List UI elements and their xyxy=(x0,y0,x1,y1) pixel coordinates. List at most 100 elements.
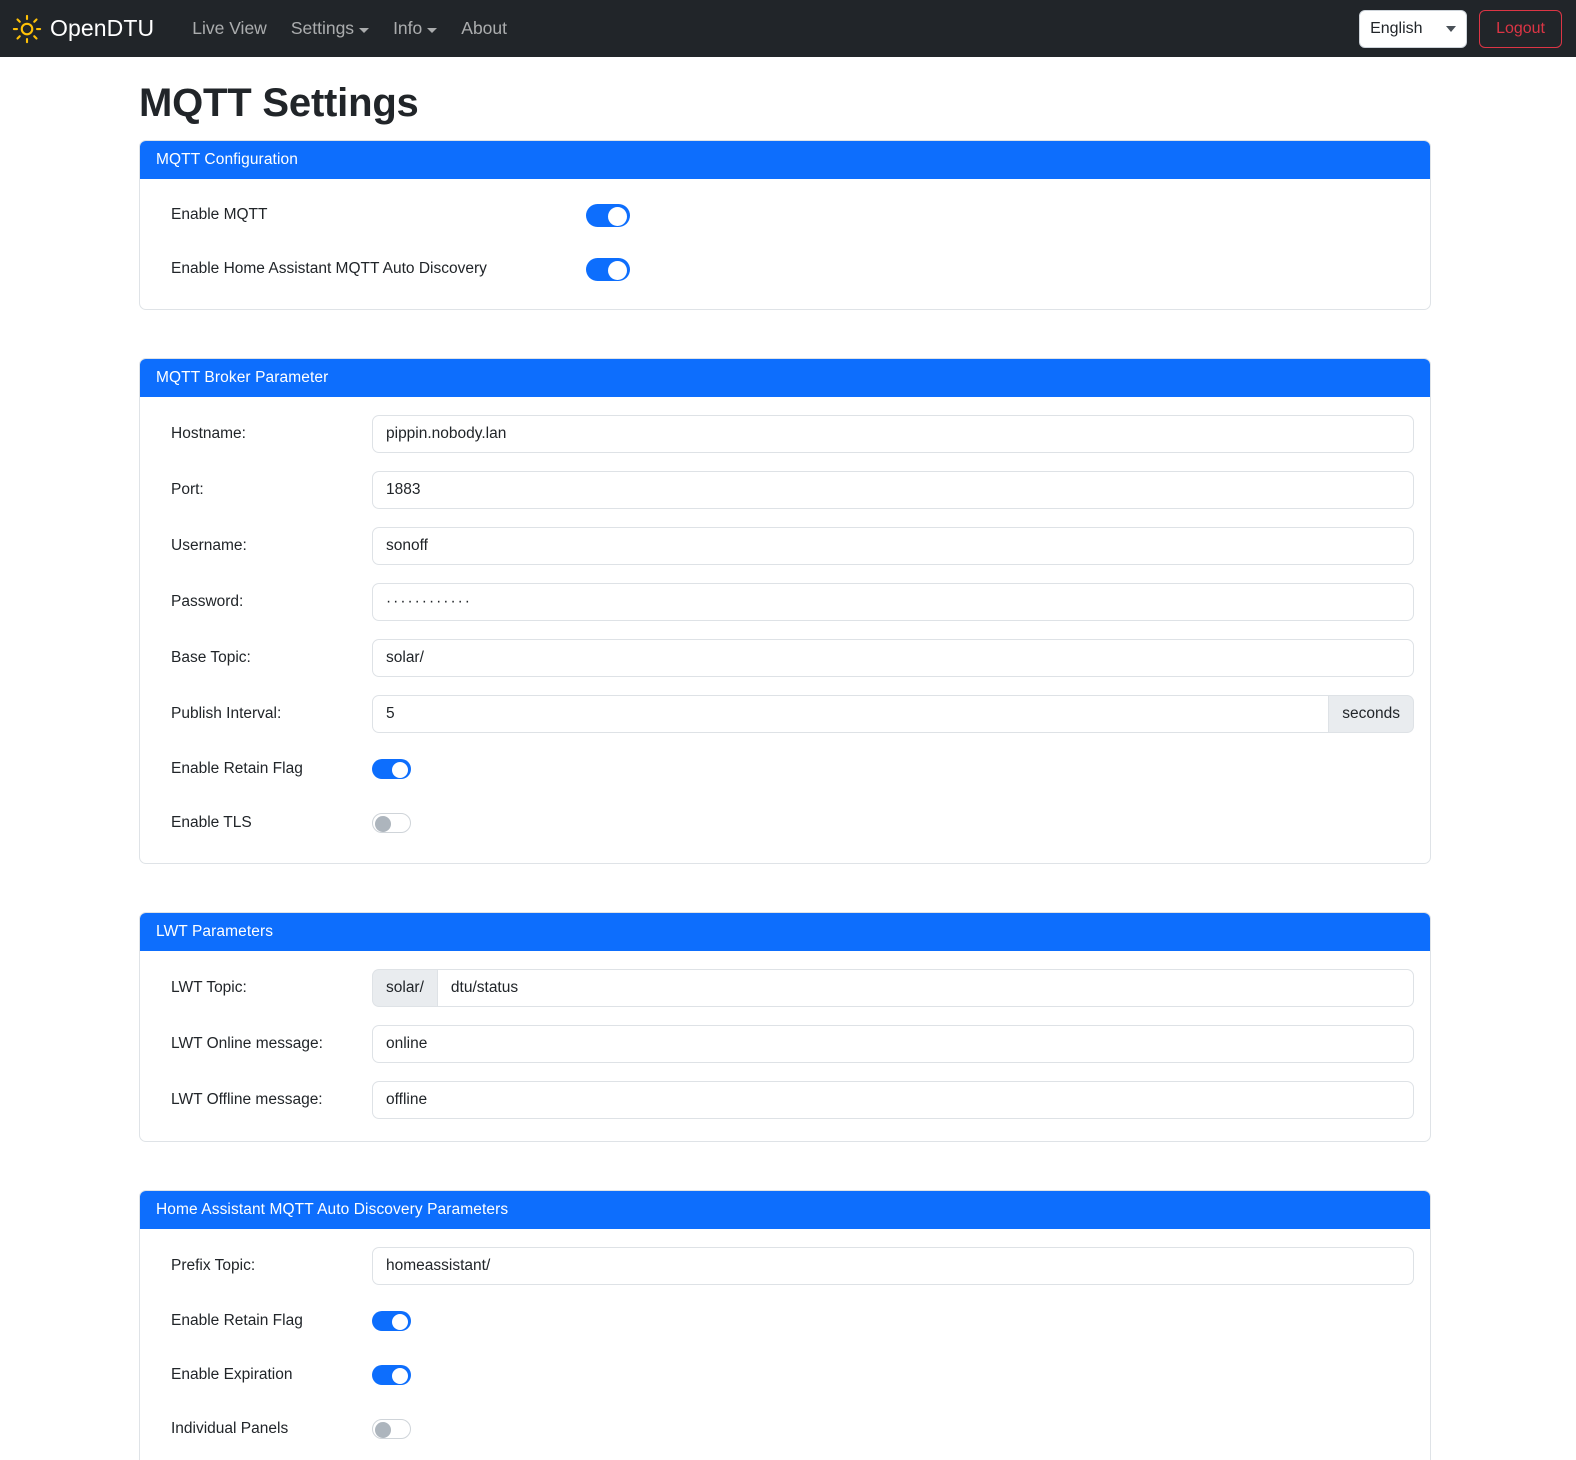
toggle-enable-tls[interactable] xyxy=(372,813,411,833)
toggle-individual-panels[interactable] xyxy=(372,1419,411,1439)
row-enable-ha-discovery: Enable Home Assistant MQTT Auto Discover… xyxy=(156,251,1414,287)
label-individual-panels: Individual Panels xyxy=(171,1420,289,1437)
label-password: Password: xyxy=(171,593,244,610)
label-username: Username: xyxy=(171,537,247,554)
row-enable-retain-flag-broker: Enable Retain Flag xyxy=(156,751,1414,787)
label-publish-interval: Publish Interval: xyxy=(171,705,282,722)
chevron-down-icon xyxy=(359,27,370,33)
row-enable-expiration: Enable Expiration xyxy=(156,1357,1414,1393)
toggle-enable-retain-flag-broker[interactable] xyxy=(372,759,411,779)
card-mqtt-configuration: MQTT Configuration Enable MQTT Enable Ho… xyxy=(139,140,1431,310)
toggle-knob xyxy=(375,1422,391,1438)
field-prefix-topic xyxy=(372,1247,1414,1285)
toggle-enable-retain-flag-ha[interactable] xyxy=(372,1311,411,1331)
label-port: Port: xyxy=(171,481,204,498)
card-header-lwt-parameters: LWT Parameters xyxy=(140,913,1430,951)
field-lwt-online-message xyxy=(372,1025,1414,1063)
nav-item-about-label: About xyxy=(461,18,507,38)
card-header-homeassistant-parameters: Home Assistant MQTT Auto Discovery Param… xyxy=(140,1191,1430,1229)
card-body-homeassistant-parameters: Prefix Topic: Enable Retain Flag Enable … xyxy=(140,1229,1430,1460)
page-title: MQTT Settings xyxy=(139,81,419,125)
row-lwt-offline-message: LWT Offline message: xyxy=(156,1081,1414,1119)
card-mqtt-broker-parameter: MQTT Broker Parameter Hostname: Port: Us… xyxy=(139,358,1431,864)
brand-label: OpenDTU xyxy=(50,15,155,41)
toggle-knob xyxy=(392,762,408,778)
publish-interval-input[interactable] xyxy=(372,695,1330,733)
logout-button[interactable]: Logout xyxy=(1479,9,1562,48)
publish-interval-group: seconds xyxy=(372,695,1414,733)
nav-item-live-view[interactable]: Live View xyxy=(180,10,279,47)
field-port xyxy=(372,471,1414,509)
lwt-topic-prefix: solar/ xyxy=(372,969,437,1007)
lwt-offline-message-input[interactable] xyxy=(372,1081,1414,1119)
toggle-knob xyxy=(392,1314,408,1330)
nav-links: Live View Settings Info About xyxy=(180,10,519,47)
row-port: Port: xyxy=(156,471,1414,509)
row-lwt-online-message: LWT Online message: xyxy=(156,1025,1414,1063)
nav-item-settings-label: Settings xyxy=(290,18,355,38)
field-lwt-offline-message xyxy=(372,1081,1414,1119)
toggle-knob xyxy=(608,206,627,226)
label-base-topic: Base Topic: xyxy=(171,649,251,666)
chevron-down-icon xyxy=(1446,25,1457,32)
toggle-enable-mqtt[interactable] xyxy=(586,203,630,227)
card-header-mqtt-broker-parameter: MQTT Broker Parameter xyxy=(140,359,1430,397)
row-base-topic: Base Topic: xyxy=(156,639,1414,677)
hostname-input[interactable] xyxy=(372,415,1414,453)
publish-interval-unit: seconds xyxy=(1329,695,1414,733)
toggle-enable-expiration[interactable] xyxy=(372,1365,411,1385)
field-hostname xyxy=(372,415,1414,453)
label-lwt-offline-message: LWT Offline message: xyxy=(171,1091,323,1108)
label-lwt-topic: LWT Topic: xyxy=(171,979,247,996)
row-enable-retain-flag-ha: Enable Retain Flag xyxy=(156,1303,1414,1339)
toggle-enable-ha-discovery[interactable] xyxy=(586,257,630,281)
base-topic-input[interactable] xyxy=(372,639,1414,677)
prefix-topic-input[interactable] xyxy=(372,1247,1414,1285)
row-lwt-topic: LWT Topic: solar/ xyxy=(156,969,1414,1007)
label-prefix-topic: Prefix Topic: xyxy=(171,1257,256,1274)
lwt-topic-input[interactable] xyxy=(436,969,1414,1007)
row-individual-panels: Individual Panels xyxy=(156,1411,1414,1447)
brand[interactable]: OpenDTU xyxy=(12,14,154,44)
navbar-right: English Logout xyxy=(1359,9,1562,48)
label-enable-ha-discovery: Enable Home Assistant MQTT Auto Discover… xyxy=(171,260,487,277)
field-password xyxy=(372,583,1414,621)
page-content: MQTT Settings MQTT Configuration Enable … xyxy=(0,81,1576,1460)
language-select[interactable]: English xyxy=(1359,9,1468,48)
toggle-knob xyxy=(608,260,627,280)
toggle-knob xyxy=(375,816,391,832)
toggle-knob xyxy=(392,1368,408,1384)
label-hostname: Hostname: xyxy=(171,425,246,442)
card-body-mqtt-configuration: Enable MQTT Enable Home Assistant MQTT A… xyxy=(140,179,1430,309)
username-input[interactable] xyxy=(372,527,1414,565)
row-hostname: Hostname: xyxy=(156,415,1414,453)
chevron-down-icon xyxy=(427,27,438,33)
lwt-online-message-input[interactable] xyxy=(372,1025,1414,1063)
label-enable-expiration: Enable Expiration xyxy=(171,1366,293,1383)
label-enable-mqtt: Enable MQTT xyxy=(171,206,268,223)
nav-item-about[interactable]: About xyxy=(449,10,519,47)
card-homeassistant-parameters: Home Assistant MQTT Auto Discovery Param… xyxy=(139,1190,1431,1460)
language-select-value: English xyxy=(1370,19,1423,37)
label-lwt-online-message: LWT Online message: xyxy=(171,1035,323,1052)
nav-item-info[interactable]: Info xyxy=(381,10,449,47)
row-enable-tls: Enable TLS xyxy=(156,805,1414,841)
nav-item-settings[interactable]: Settings xyxy=(279,10,381,47)
nav-item-live-view-label: Live View xyxy=(192,18,267,38)
row-username: Username: xyxy=(156,527,1414,565)
row-prefix-topic: Prefix Topic: xyxy=(156,1247,1414,1285)
sun-icon xyxy=(12,14,42,44)
row-enable-mqtt: Enable MQTT xyxy=(156,197,1414,233)
password-input[interactable] xyxy=(372,583,1414,621)
label-enable-tls: Enable TLS xyxy=(171,814,252,831)
port-input[interactable] xyxy=(372,471,1414,509)
card-body-lwt-parameters: LWT Topic: solar/ LWT Online message: LW… xyxy=(140,951,1430,1141)
navbar: OpenDTU Live View Settings Info About En… xyxy=(0,0,1576,57)
card-header-mqtt-configuration: MQTT Configuration xyxy=(140,141,1430,179)
row-password: Password: xyxy=(156,583,1414,621)
field-username xyxy=(372,527,1414,565)
label-enable-retain-flag-broker: Enable Retain Flag xyxy=(171,760,303,777)
lwt-topic-group: solar/ xyxy=(372,969,1414,1007)
field-base-topic xyxy=(372,639,1414,677)
card-lwt-parameters: LWT Parameters LWT Topic: solar/ LWT Onl… xyxy=(139,912,1431,1142)
